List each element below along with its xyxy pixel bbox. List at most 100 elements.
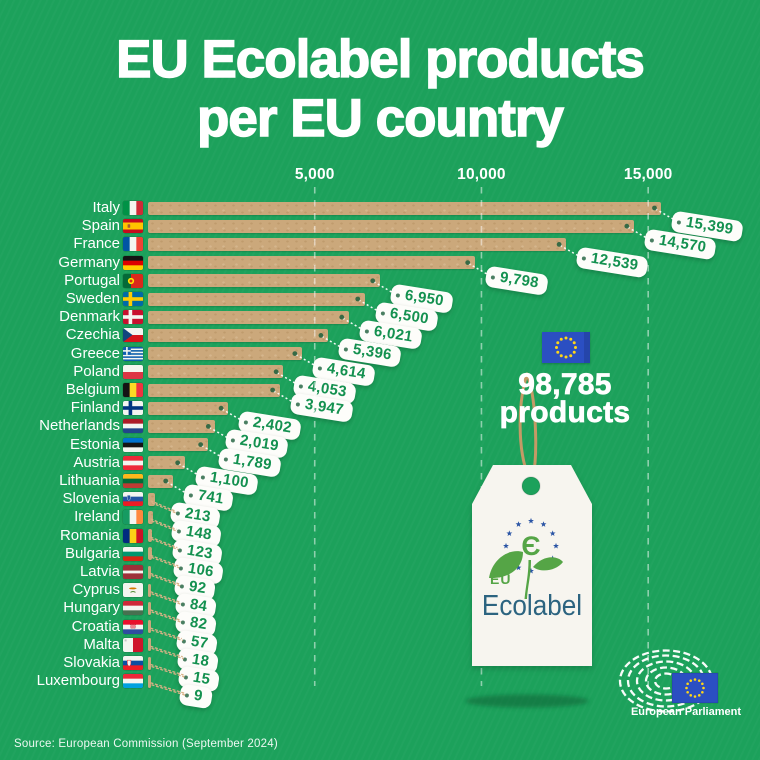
bar-end-dot <box>218 405 224 411</box>
tag-string <box>151 684 186 696</box>
tag-string <box>295 353 318 368</box>
country-flag-icon <box>123 310 143 325</box>
bar <box>148 601 151 615</box>
tag-string <box>373 281 396 295</box>
bar <box>148 547 152 561</box>
bar <box>148 219 634 233</box>
ep-flag-stars-icon <box>685 678 705 698</box>
ecolabel-eu-text: EU <box>490 571 512 587</box>
tag-string <box>166 481 189 495</box>
country-label: Germany <box>58 253 120 271</box>
tag-string <box>151 611 183 624</box>
country-flag-icon <box>123 619 143 634</box>
title-line-1: EU Ecolabel products <box>115 29 645 89</box>
bar-end-dot <box>556 242 562 247</box>
country-flag-icon <box>123 455 143 470</box>
country-label: Cyprus <box>72 581 120 599</box>
ep-label: European Parliament <box>630 706 742 718</box>
country-flag-icon <box>123 492 143 507</box>
tag-string <box>655 208 677 222</box>
bar-end-dot <box>652 205 657 211</box>
source-note: Source: European Commission (September 2… <box>14 738 278 750</box>
bar-end-dot <box>318 333 324 338</box>
tag-string <box>201 444 224 459</box>
tag-string <box>559 244 582 259</box>
total-callout: 98,785 products <box>455 368 675 429</box>
tag-string <box>151 629 184 642</box>
bar <box>148 529 153 543</box>
tag-string <box>151 647 184 660</box>
bar <box>148 292 365 306</box>
tag-string <box>273 390 295 404</box>
tag-string <box>208 426 231 441</box>
tag-string <box>151 556 180 569</box>
bar-end-dot <box>465 260 471 265</box>
bar <box>148 565 152 579</box>
bar <box>148 347 302 361</box>
country-label: Lithuania <box>59 472 120 489</box>
bar-end-dot <box>175 460 181 466</box>
country-flag-icon <box>123 255 143 270</box>
country-label: Slovenia <box>62 490 120 508</box>
country-label: Italy <box>92 199 120 216</box>
country-label: Luxembourg <box>36 672 120 690</box>
bar <box>148 310 349 324</box>
bar <box>148 201 662 215</box>
country-label: Greece <box>70 344 120 362</box>
bar-end-dot <box>273 369 279 375</box>
country-label: Slovakia <box>63 654 120 671</box>
flower-epsilon-glyph: Є <box>521 531 540 561</box>
bar <box>148 620 151 634</box>
x-axis-tick-label: 5,000 <box>294 166 335 183</box>
tag-string <box>150 554 179 567</box>
tag-string <box>342 317 365 331</box>
country-label: Latvia <box>79 563 120 580</box>
ecolabel-tag-shape <box>472 465 592 666</box>
country-flag-icon <box>123 601 143 616</box>
tag-shadow <box>465 694 589 708</box>
total-label: products <box>499 396 631 429</box>
tag-string <box>178 463 201 477</box>
country-flag-icon <box>123 656 143 670</box>
total-value: 98,785 <box>518 368 612 401</box>
bar <box>148 638 151 652</box>
bar <box>148 438 208 452</box>
country-flag-icon <box>123 346 143 361</box>
country-label: France <box>73 235 120 253</box>
country-label: Spain <box>81 217 120 235</box>
country-label: Czechia <box>65 326 120 344</box>
bar <box>148 328 328 342</box>
country-flag-icon <box>123 437 143 452</box>
ep-flag-icon <box>671 672 719 704</box>
bar <box>148 383 280 397</box>
country-flag-icon <box>123 328 143 343</box>
bar <box>148 492 156 506</box>
tag-string <box>627 226 650 240</box>
tag-string <box>151 538 179 551</box>
flower-leaves-icon <box>489 551 563 599</box>
country-label: Netherlands <box>39 417 120 435</box>
tag-string <box>150 645 183 658</box>
tag-string <box>358 299 381 313</box>
bar-end-dot <box>205 424 211 429</box>
country-label: Hungary <box>63 599 120 617</box>
country-flag-icon <box>123 419 143 434</box>
x-axis-tick-label: 10,000 <box>457 166 506 183</box>
bar-end-dot <box>270 387 276 393</box>
bar-end-dot <box>370 278 376 284</box>
bar <box>148 274 380 288</box>
country-label: Romania <box>59 526 120 544</box>
country-label: Denmark <box>59 308 120 326</box>
country-flag-icon <box>123 237 143 252</box>
tag-string <box>150 609 182 622</box>
country-label: Ireland <box>74 508 120 526</box>
country-flag-icon <box>123 528 143 543</box>
bar-end-dot <box>339 314 345 320</box>
country-flag-icon <box>123 401 143 416</box>
tag-string <box>276 372 299 386</box>
title-line-2: per EU country <box>196 88 564 148</box>
bar <box>148 583 151 597</box>
